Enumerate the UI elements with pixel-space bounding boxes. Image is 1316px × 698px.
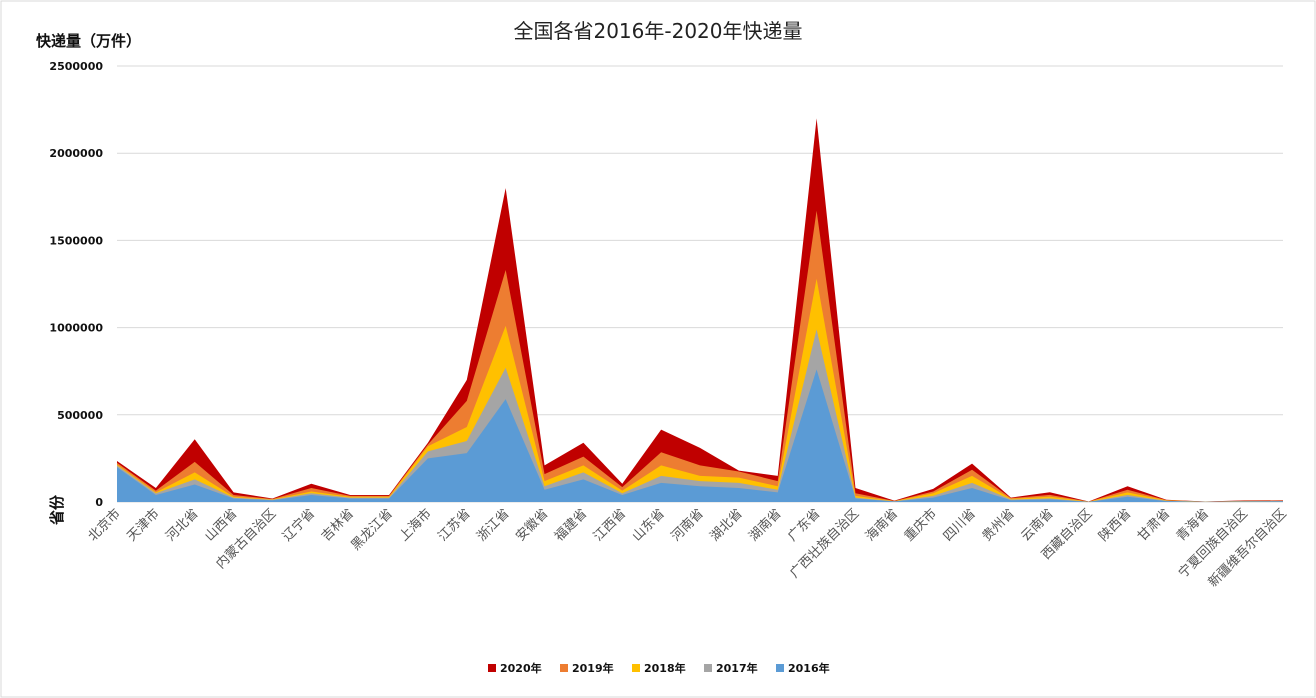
y-tick-label: 2000000 [49,147,103,160]
legend-label: 2016年 [788,661,830,675]
y-axis-label: 快递量（万件） [36,32,141,50]
y-tick-labels: 0 500000 1000000 1500000 2000000 2500000 [49,60,103,509]
legend-label: 2018年 [644,661,686,675]
y-tick-label: 0 [95,496,103,509]
legend-swatch [632,664,640,672]
legend-swatch [704,664,712,672]
y-tick-label: 1500000 [49,234,103,247]
legend: 2020年 2019年 2018年 2017年 2016年 [488,661,830,675]
chart-title: 全国各省2016年-2020年快递量 [513,19,802,43]
legend-swatch [488,664,496,672]
y-tick-label: 500000 [57,409,103,422]
legend-label: 2019年 [572,661,614,675]
legend-swatch [560,664,568,672]
x-axis-label: 省份 [48,494,66,526]
legend-label: 2020年 [500,661,542,675]
y-tick-label: 2500000 [49,60,103,73]
legend-swatch [776,664,784,672]
legend-label: 2017年 [716,661,758,675]
y-tick-label: 1000000 [49,322,103,335]
